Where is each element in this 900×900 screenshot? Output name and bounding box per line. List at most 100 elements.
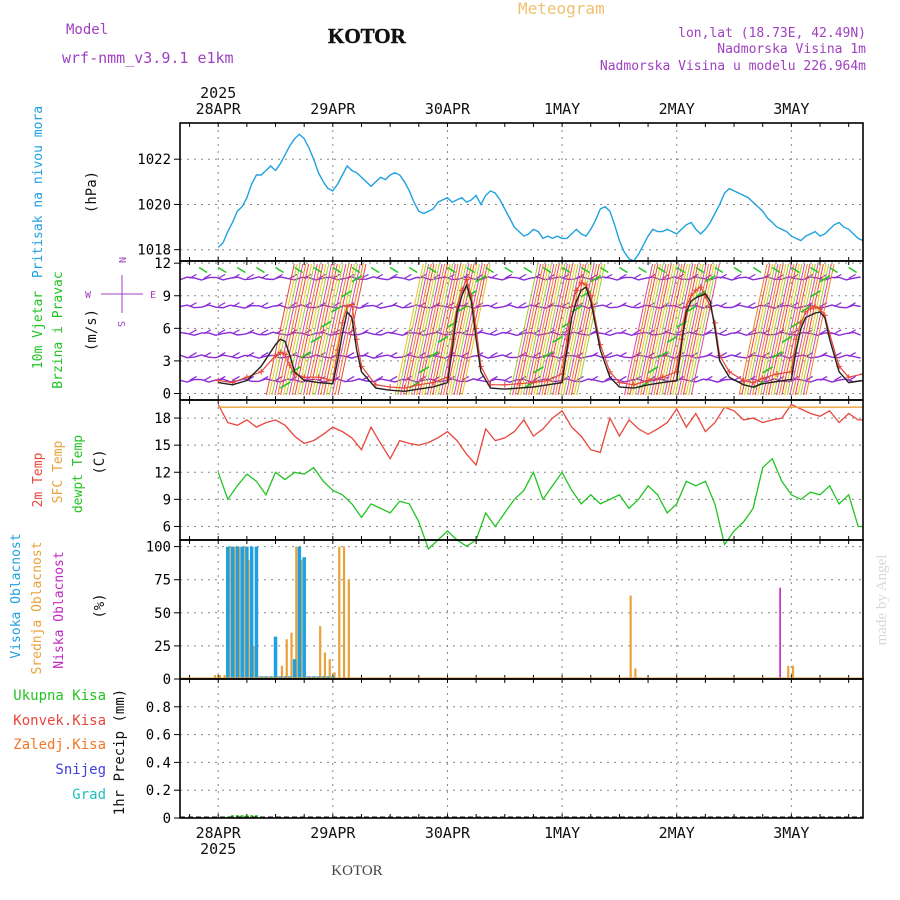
wind-barb-4-72 [561,375,570,381]
wind-green-barb-0-1 [290,366,301,374]
cloud-mid-bar-29 [629,595,632,679]
wind-hatch-3-22 [682,263,712,396]
wind-top-arrow-80 [599,266,609,274]
wind-barb-3-0 [217,352,226,358]
wind-barb-1-39 [404,302,412,308]
wind-hatch-0-2 [271,263,301,396]
wind-gust-mark-62 [759,375,766,382]
cloud-high-bar-1 [226,546,230,679]
wind-barb-3-60 [504,352,513,358]
wind-barb-4--3 [203,375,212,381]
wind-barb-4-102 [705,375,713,381]
wind-barb-2-105 [719,329,728,335]
temp2m-label: 2m Temp [31,452,46,507]
wind-top-arrow-104 [714,266,724,274]
ytick-label-wind-4: 12 [154,256,171,272]
ytick-label-precip-3: 0.6 [146,728,171,744]
wind-hatch-3-19 [674,263,704,396]
wind-barb-1-87 [633,302,642,308]
wind-hatch-1-7 [413,263,443,396]
cloud-mid-bar-17 [295,546,298,679]
wind-barb-0-9 [260,273,269,279]
wind-hatch-2-24 [573,263,603,396]
pressure-label: Pritisak na nivou mora [31,106,46,278]
wind-barb-3-132 [848,352,856,358]
panel-clouds: 0 25 50 75 100 [146,540,863,688]
wind-top-arrow-108 [733,266,743,274]
wind-barb-2-81 [604,329,613,335]
wind-hatch-1-0 [394,263,424,396]
wind-top-arrow-112 [752,266,762,274]
wind-hatch-3-15 [664,263,694,396]
wind-hatch-3-14 [661,263,691,396]
wind-label-top: 10m Vjetar [31,291,46,369]
wind-barb-2-39 [404,329,412,335]
cloud-mid-bar-32 [791,665,795,679]
wind-gust-mark-52 [688,292,695,299]
credit-label: made by Angel [874,555,890,646]
cloud-mid-bar-22 [319,626,322,679]
wind-hatch-4-12 [770,263,800,396]
ytick-label-temperature-0: 6 [163,519,171,535]
wind-top-arrow-8 [256,266,265,274]
wind-gust-mark-63 [774,370,781,377]
wind-top-arrow-4 [236,266,246,274]
wind-gust-mark-39 [573,287,580,294]
wind-gust-mark-69 [812,303,819,310]
wind-barb-4-63 [518,375,527,381]
wind-gust-mark-61 [750,379,757,386]
wind-hatch-1-13 [429,263,459,396]
wind-gust-mark-75 [860,370,863,377]
wind-barb-0-3 [232,273,240,279]
wind-barb-4-27 [346,375,355,381]
wind-green-barb-1-1 [418,366,430,374]
wind-gust-mark-2 [243,374,250,381]
wind-gust-mark-72 [826,330,833,337]
wind-hatch-3-25 [690,263,720,396]
wind-barb-2--6 [189,329,197,335]
wind-green-barb-2-2 [542,350,554,359]
ytick-label-clouds-4: 100 [146,540,171,556]
wind-top-arrow-116 [771,266,781,274]
ytick-label-wind-1: 3 [163,354,171,370]
wind-hatch-0-20 [323,263,353,396]
cloud-high-bar-3 [235,546,240,679]
wind-gust-mark-36 [559,370,566,377]
wind-green-barb-4-4 [790,320,802,328]
ytick-label-pressure-2: 1022 [137,152,171,168]
precip-bar-5 [250,815,254,818]
wind-gust-mark-6 [282,351,289,358]
wind-hatch-3-5 [637,263,667,396]
wind-barb-4-3 [232,375,240,381]
wind-barb-2-33 [375,329,384,335]
wind-green-barb-0-3 [310,335,322,344]
wind-gust-mark-46 [630,381,637,388]
dewpt-label: dewpt Temp [71,435,86,513]
wind-hatch-2-19 [560,263,590,396]
wind-green-barb-1-5 [456,305,468,313]
wind-hatch-3-7 [642,263,672,396]
wind-hatch-1-11 [424,263,454,396]
wind-gust-mark-4 [272,352,279,359]
wind-hatch-0-6 [283,263,312,396]
wind-gust-mark-70 [817,305,824,312]
wind-hatch-4-5 [752,263,782,396]
wind-barb-3-78 [590,352,599,358]
wind-barb-1-3 [232,302,240,308]
wind-green-barb-3-5 [685,305,697,313]
bottom-day-label-1: 29APR [310,824,356,842]
wind-hatch-1-3 [402,263,432,396]
wind-barb-0-63 [518,273,527,279]
wind-gust-mark-17 [358,363,365,370]
wind-barb-2-108 [733,329,742,335]
wind-hatch-0-15 [308,263,338,396]
bottom-day-label-0: 28APR [196,824,242,842]
wind-hatch-0-4 [277,263,307,396]
cloud-high-bar-5 [245,546,249,679]
wind-gust-mark-19 [387,383,394,390]
panel-border-precip [179,678,864,819]
cloud-mid-label: Srednja Oblacnost [30,541,45,674]
wind-ylabel: 10m Vjetar Brzina i Pravac (m/s) N E S W [31,257,156,389]
ytick-label-clouds-1: 25 [154,639,171,655]
wind-speed-line [218,282,863,393]
